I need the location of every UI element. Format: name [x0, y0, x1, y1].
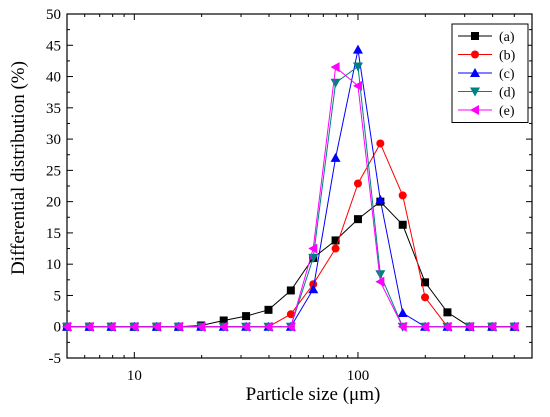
y-tick-label: 25 — [46, 163, 61, 179]
data-point — [353, 215, 362, 224]
data-point — [464, 321, 474, 332]
data-point — [241, 321, 251, 332]
data-point — [442, 321, 452, 332]
data-point — [151, 321, 161, 332]
data-point — [242, 312, 251, 321]
y-tick-label: 20 — [46, 195, 61, 211]
legend-marker — [470, 105, 479, 115]
data-point — [420, 321, 430, 332]
legend-label: (b) — [499, 49, 516, 64]
y-tick-label: 35 — [46, 101, 61, 117]
data-point — [285, 321, 295, 332]
y-tick-label: 15 — [46, 226, 61, 242]
data-point — [196, 321, 206, 332]
data-point — [509, 321, 519, 332]
data-point — [264, 305, 273, 314]
y-tick-label: 30 — [46, 132, 61, 148]
series-line — [67, 49, 515, 328]
data-point — [129, 321, 139, 332]
data-point — [263, 321, 273, 332]
data-point — [330, 152, 341, 162]
data-point — [331, 236, 340, 245]
data-point — [376, 139, 385, 148]
x-tick-label: 100 — [347, 368, 370, 384]
series-line — [67, 142, 515, 328]
data-point — [330, 62, 340, 73]
legend-label: (d) — [499, 86, 516, 101]
data-point — [308, 284, 319, 294]
data-point — [106, 321, 116, 332]
data-point — [443, 308, 452, 317]
data-point — [421, 293, 430, 302]
data-point — [352, 62, 363, 72]
legend-label: (e) — [499, 104, 515, 119]
data-point — [487, 321, 497, 332]
data-point — [375, 276, 385, 287]
y-axis-label: Differential distribution (%) — [8, 61, 29, 275]
data-point — [286, 310, 295, 319]
x-axis-label: Particle size (μm) — [246, 384, 381, 405]
data-point — [398, 191, 407, 200]
legend-label: (c) — [499, 67, 515, 82]
data-point — [286, 286, 295, 295]
data-point — [421, 278, 430, 287]
legend-marker — [471, 50, 479, 59]
legend-label: (a) — [499, 30, 515, 45]
data-point — [62, 321, 71, 332]
data-point — [219, 316, 228, 325]
data-point — [353, 179, 362, 188]
series-line — [67, 200, 515, 328]
y-tick-label: 10 — [46, 257, 61, 273]
data-point — [352, 44, 363, 54]
x-tick-label: 10 — [127, 368, 142, 384]
data-point — [173, 321, 183, 332]
data-point — [330, 78, 341, 88]
y-tick-label: 5 — [54, 288, 62, 304]
data-point — [218, 321, 228, 332]
legend-marker — [471, 32, 479, 40]
data-point — [375, 194, 386, 204]
data-point — [397, 307, 408, 317]
y-tick-label: 40 — [46, 70, 61, 86]
y-tick-label: 0 — [54, 320, 62, 336]
y-tick-label: -5 — [49, 351, 62, 367]
data-point — [398, 220, 407, 229]
y-tick-label: 45 — [46, 38, 61, 54]
data-point — [375, 270, 386, 280]
data-point — [331, 244, 340, 253]
legend-marker — [470, 87, 480, 97]
data-point — [352, 80, 362, 91]
data-point — [84, 321, 94, 332]
y-tick-label: 50 — [46, 7, 61, 23]
data-point — [309, 280, 318, 289]
legend-marker — [470, 68, 480, 77]
data-point — [397, 321, 407, 332]
data-point — [308, 243, 318, 254]
